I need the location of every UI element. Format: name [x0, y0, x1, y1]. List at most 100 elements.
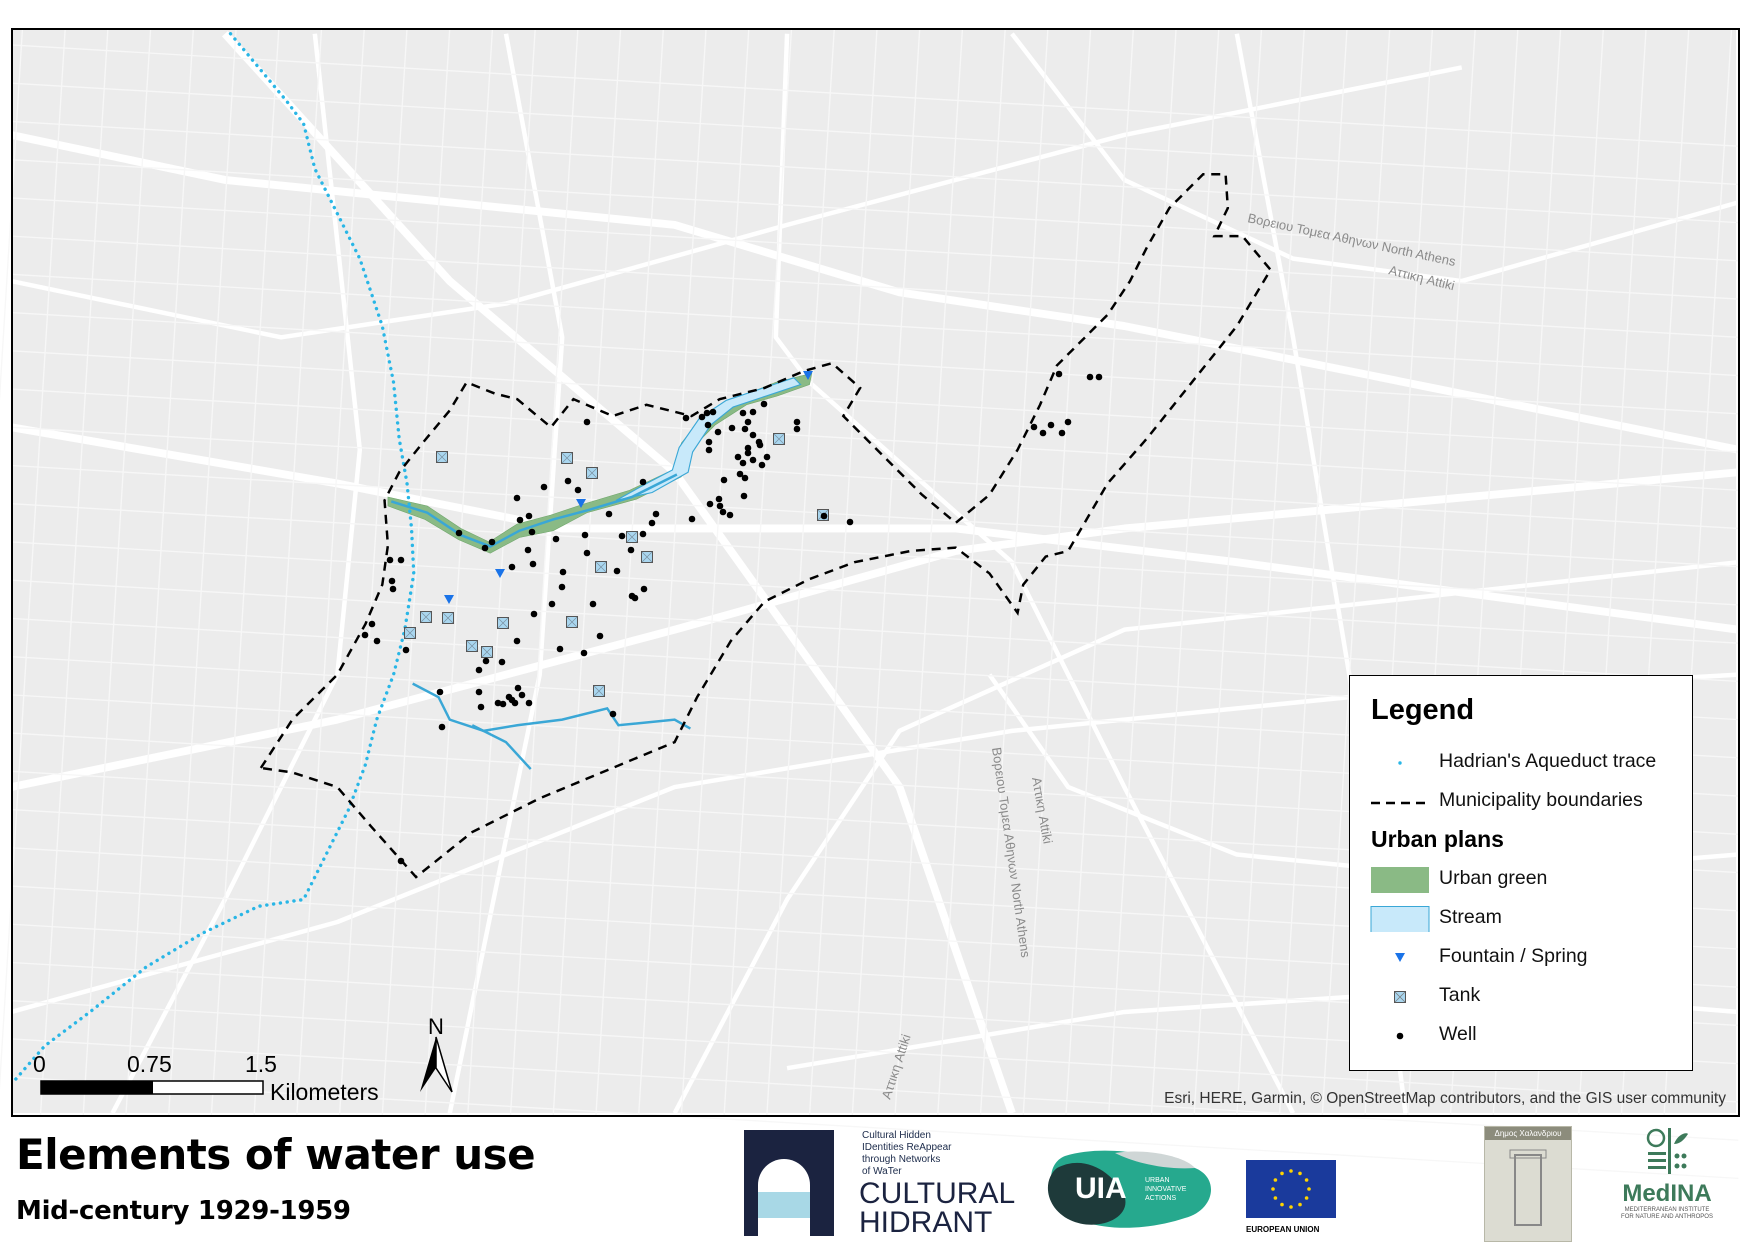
tank-marker[interactable] — [593, 685, 605, 697]
well-marker[interactable] — [583, 418, 591, 426]
well-marker[interactable] — [498, 658, 506, 666]
fountain-marker[interactable] — [803, 371, 813, 380]
fountain-marker[interactable] — [444, 595, 454, 604]
well-marker[interactable] — [740, 492, 748, 500]
well-marker[interactable] — [583, 549, 591, 557]
tank-marker[interactable] — [561, 452, 573, 464]
well-marker[interactable] — [609, 710, 617, 718]
well-marker[interactable] — [477, 703, 485, 711]
well-marker[interactable] — [739, 459, 747, 467]
tank-marker[interactable] — [566, 616, 578, 628]
well-marker[interactable] — [1086, 373, 1094, 381]
well-marker[interactable] — [756, 441, 764, 449]
well-marker[interactable] — [525, 699, 533, 707]
well-marker[interactable] — [402, 646, 410, 654]
well-marker[interactable] — [494, 699, 502, 707]
well-marker[interactable] — [728, 424, 736, 432]
tank-marker[interactable] — [641, 551, 653, 563]
well-marker[interactable] — [574, 486, 582, 494]
well-marker[interactable] — [564, 477, 572, 485]
fountain-marker[interactable] — [576, 499, 586, 508]
well-marker[interactable] — [558, 583, 566, 591]
well-marker[interactable] — [627, 546, 635, 554]
well-marker[interactable] — [763, 453, 771, 461]
well-marker[interactable] — [793, 425, 801, 433]
well-marker[interactable] — [455, 529, 463, 537]
tank-marker[interactable] — [773, 433, 785, 445]
well-marker[interactable] — [749, 456, 757, 464]
well-marker[interactable] — [436, 688, 444, 696]
well-marker[interactable] — [552, 535, 560, 543]
well-marker[interactable] — [705, 438, 713, 446]
well-marker[interactable] — [475, 666, 483, 674]
well-marker[interactable] — [397, 556, 405, 564]
well-marker[interactable] — [709, 408, 717, 416]
well-marker[interactable] — [703, 409, 711, 417]
well-marker[interactable] — [698, 413, 706, 421]
well-marker[interactable] — [726, 511, 734, 519]
well-marker[interactable] — [580, 649, 588, 657]
well-marker[interactable] — [525, 512, 533, 520]
well-marker[interactable] — [499, 700, 507, 708]
tank-marker[interactable] — [595, 561, 607, 573]
well-marker[interactable] — [1055, 370, 1063, 378]
well-marker[interactable] — [749, 408, 757, 416]
well-marker[interactable] — [1064, 418, 1072, 426]
well-marker[interactable] — [548, 600, 556, 608]
well-marker[interactable] — [581, 531, 589, 539]
well-marker[interactable] — [720, 476, 728, 484]
well-marker[interactable] — [596, 632, 604, 640]
well-marker[interactable] — [734, 453, 742, 461]
well-marker[interactable] — [540, 483, 548, 491]
well-marker[interactable] — [705, 446, 713, 454]
well-marker[interactable] — [388, 577, 396, 585]
well-marker[interactable] — [513, 494, 521, 502]
well-marker[interactable] — [682, 414, 690, 422]
well-marker[interactable] — [605, 510, 613, 518]
well-marker[interactable] — [715, 495, 723, 503]
well-marker[interactable] — [758, 461, 766, 469]
well-marker[interactable] — [488, 538, 496, 546]
well-marker[interactable] — [528, 528, 536, 536]
well-marker[interactable] — [639, 478, 647, 486]
tank-marker[interactable] — [497, 617, 509, 629]
well-marker[interactable] — [640, 585, 648, 593]
well-marker[interactable] — [719, 508, 727, 516]
well-marker[interactable] — [716, 502, 724, 510]
well-marker[interactable] — [652, 510, 660, 518]
well-marker[interactable] — [648, 519, 656, 527]
well-marker[interactable] — [516, 516, 524, 524]
well-marker[interactable] — [397, 857, 405, 865]
well-marker[interactable] — [589, 600, 597, 608]
well-marker[interactable] — [1095, 373, 1103, 381]
tank-marker[interactable] — [442, 612, 454, 624]
tank-marker[interactable] — [420, 611, 432, 623]
well-marker[interactable] — [556, 645, 564, 653]
well-marker[interactable] — [736, 470, 744, 478]
well-marker[interactable] — [744, 418, 752, 426]
well-marker[interactable] — [760, 400, 768, 408]
well-marker[interactable] — [613, 567, 621, 575]
well-marker[interactable] — [793, 418, 801, 426]
well-marker[interactable] — [368, 620, 376, 628]
well-marker[interactable] — [744, 449, 752, 457]
well-marker[interactable] — [524, 546, 532, 554]
well-marker[interactable] — [530, 610, 538, 618]
well-marker[interactable] — [639, 530, 647, 538]
well-marker[interactable] — [438, 723, 446, 731]
well-marker[interactable] — [704, 421, 712, 429]
tank-marker[interactable] — [404, 627, 416, 639]
well-marker[interactable] — [846, 518, 854, 526]
well-marker[interactable] — [513, 637, 521, 645]
tank-marker[interactable] — [466, 640, 478, 652]
tank-marker[interactable] — [481, 646, 493, 658]
well-marker[interactable] — [389, 585, 397, 593]
well-marker[interactable] — [714, 428, 722, 436]
tank-marker[interactable] — [626, 531, 638, 543]
well-marker[interactable] — [631, 594, 639, 602]
well-marker[interactable] — [1039, 429, 1047, 437]
well-marker[interactable] — [514, 684, 522, 692]
well-marker[interactable] — [529, 560, 537, 568]
well-marker[interactable] — [739, 409, 747, 417]
well-marker[interactable] — [386, 556, 394, 564]
